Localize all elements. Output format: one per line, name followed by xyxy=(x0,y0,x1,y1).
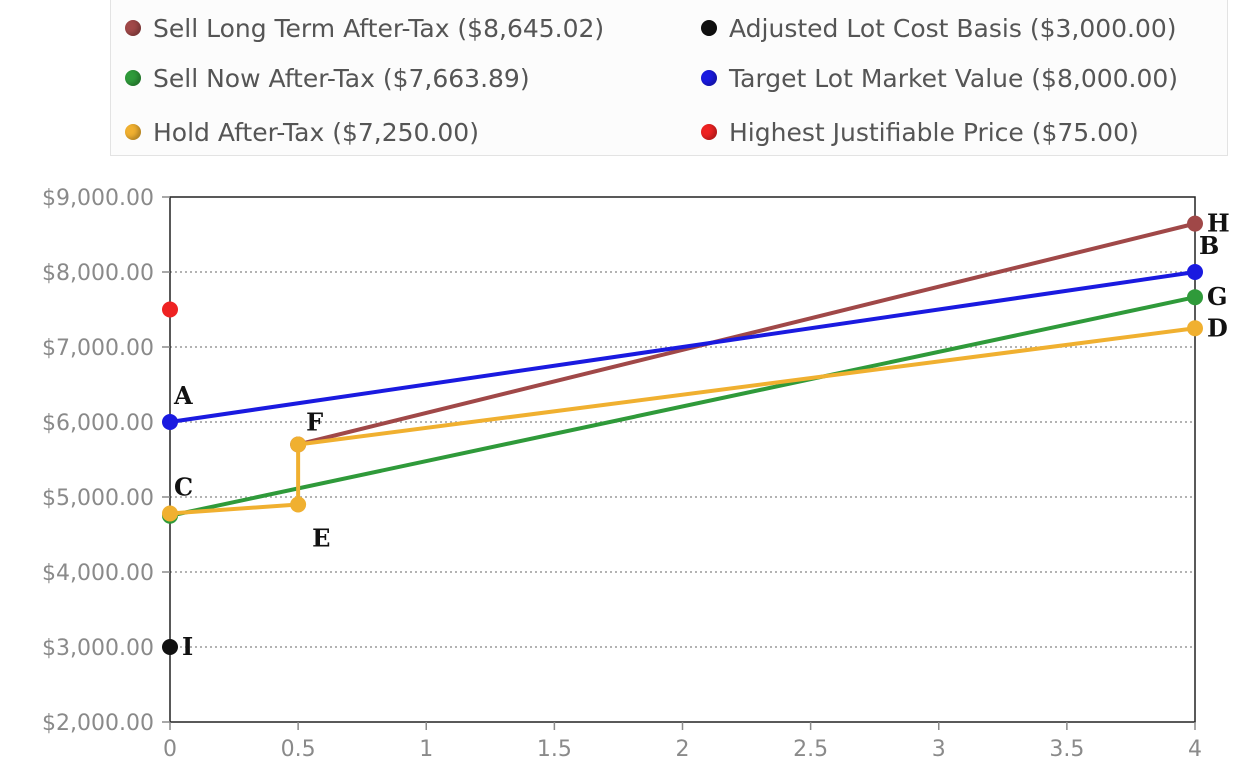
plot-area xyxy=(169,196,1196,723)
series-0 xyxy=(290,215,1203,453)
legend-item-hold[interactable]: Hold After-Tax ($7,250.00) xyxy=(125,112,479,152)
legend-label: Adjusted Lot Cost Basis ($3,000.00) xyxy=(729,13,1177,43)
legend-marker-icon xyxy=(125,20,141,36)
data-point xyxy=(1187,264,1203,280)
point-label-c: C xyxy=(174,473,193,502)
point-label-d: D xyxy=(1207,313,1228,342)
series-1 xyxy=(162,289,1203,524)
series-line xyxy=(297,221,1196,447)
series-line xyxy=(169,295,1196,518)
legend-marker-icon xyxy=(701,20,717,36)
legend-item-adjusted-lot-cost-basis[interactable]: Adjusted Lot Cost Basis ($3,000.00) xyxy=(701,8,1177,48)
legend-label: Sell Now After-Tax ($7,663.89) xyxy=(153,63,530,93)
point-label-f: F xyxy=(306,408,323,437)
legend-item-sell-long-term[interactable]: Sell Long Term After-Tax ($8,645.02) xyxy=(125,8,604,48)
y-tick-label: $4,000.00 xyxy=(42,561,154,586)
series-line xyxy=(169,270,1196,424)
point-label-i: I xyxy=(182,632,193,661)
legend-label: Sell Long Term After-Tax ($8,645.02) xyxy=(153,13,605,43)
x-tick-label: 0.5 xyxy=(281,737,316,762)
series-line xyxy=(169,326,1196,516)
legend-marker-icon xyxy=(125,124,141,140)
data-point xyxy=(1187,215,1203,232)
x-tick-label: 3.5 xyxy=(1049,737,1084,762)
series-2 xyxy=(162,320,1203,522)
series-4 xyxy=(162,264,1203,430)
x-tick-label: 2 xyxy=(676,737,690,762)
y-tick-label: $2,000.00 xyxy=(42,711,154,736)
x-tick-label: 1 xyxy=(419,737,433,762)
legend-item-highest-justifiable-price[interactable]: Highest Justifiable Price ($75.00) xyxy=(701,112,1139,152)
x-tick-label: 1.5 xyxy=(537,737,572,762)
data-point xyxy=(162,639,178,655)
legend-marker-icon xyxy=(125,70,141,86)
point-label-b: B xyxy=(1199,231,1219,260)
x-tick-label: 3 xyxy=(932,737,946,762)
legend-label: Highest Justifiable Price ($75.00) xyxy=(729,117,1139,147)
series-layer xyxy=(162,215,1203,655)
data-point xyxy=(1187,289,1203,306)
legend-marker-icon xyxy=(701,124,717,140)
data-point xyxy=(1187,320,1203,337)
point-labels: A B C D E F G H I xyxy=(173,209,1230,661)
line-chart: $2,000.00 $3,000.00 $4,000.00 $5,000.00 $6,0… xyxy=(42,186,1230,762)
data-point xyxy=(162,301,178,318)
legend-marker-icon xyxy=(701,70,717,86)
x-tick-label: 4 xyxy=(1188,737,1202,762)
x-tick-label: 0 xyxy=(163,737,177,762)
legend-label: Hold After-Tax ($7,250.00) xyxy=(153,117,479,147)
point-label-e: E xyxy=(312,524,330,553)
data-point xyxy=(290,436,307,453)
series-3 xyxy=(162,639,178,655)
y-tick-label: $9,000.00 xyxy=(42,186,154,211)
legend-label: Target Lot Market Value ($8,000.00) xyxy=(729,63,1179,93)
y-tick-label: $8,000.00 xyxy=(42,261,154,286)
y-tick-label: $6,000.00 xyxy=(42,411,154,436)
legend-item-target-lot-market-value[interactable]: Target Lot Market Value ($8,000.00) xyxy=(701,58,1178,98)
data-point xyxy=(290,496,307,513)
data-point xyxy=(162,505,178,522)
point-label-g: G xyxy=(1207,282,1228,311)
gridlines xyxy=(170,271,1195,648)
legend-item-sell-now[interactable]: Sell Now After-Tax ($7,663.89) xyxy=(125,58,530,98)
point-label-a: A xyxy=(173,381,193,410)
chart-legend: Sell Long Term After-Tax ($8,645.02) Sel… xyxy=(110,0,1228,156)
y-tick-label: $3,000.00 xyxy=(42,636,154,661)
point-label-h: H xyxy=(1207,209,1230,238)
x-tick-label: 2.5 xyxy=(793,737,828,762)
series-5 xyxy=(162,301,178,318)
data-point xyxy=(162,414,178,430)
axes: $2,000.00 $3,000.00 $4,000.00 $5,000.00 $6,0… xyxy=(42,186,1202,762)
y-tick-label: $7,000.00 xyxy=(42,336,154,361)
y-tick-label: $5,000.00 xyxy=(42,486,154,511)
